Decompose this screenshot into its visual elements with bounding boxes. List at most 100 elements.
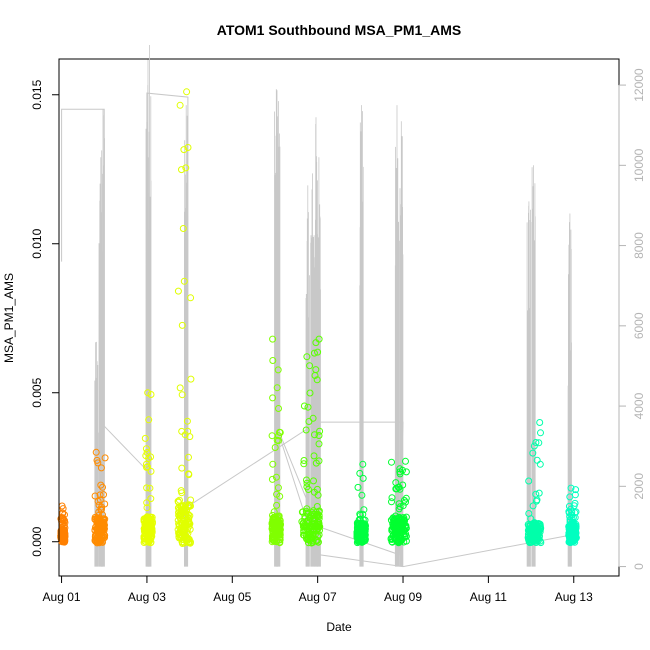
data-point bbox=[533, 524, 540, 532]
data-point bbox=[59, 517, 67, 524]
secondary-spike bbox=[394, 105, 399, 567]
y-tick-label: 0.000 bbox=[30, 526, 44, 556]
data-point bbox=[395, 538, 403, 546]
data-point bbox=[178, 427, 186, 435]
data-point bbox=[276, 428, 283, 436]
data-point bbox=[147, 495, 155, 503]
series-group bbox=[298, 335, 324, 547]
data-point bbox=[276, 531, 284, 539]
data-point bbox=[100, 515, 108, 523]
data-point bbox=[395, 483, 403, 491]
x-tick-label: Aug 05 bbox=[213, 590, 251, 604]
data-point bbox=[268, 538, 276, 546]
data-point bbox=[354, 538, 362, 546]
data-point bbox=[273, 501, 281, 509]
data-point bbox=[389, 526, 397, 533]
data-point bbox=[183, 417, 191, 425]
data-point bbox=[356, 523, 364, 531]
data-point bbox=[147, 513, 155, 521]
data-point bbox=[530, 442, 538, 450]
data-point bbox=[359, 460, 367, 468]
data-point bbox=[143, 533, 151, 541]
data-point bbox=[61, 529, 69, 537]
x-tick-label: Aug 11 bbox=[470, 590, 507, 604]
data-point bbox=[400, 514, 408, 522]
data-point bbox=[185, 453, 192, 461]
data-point bbox=[274, 484, 282, 492]
y2-tick-label: 4000 bbox=[632, 392, 646, 419]
data-point bbox=[268, 475, 276, 483]
data-point bbox=[275, 432, 283, 440]
data-point bbox=[184, 144, 192, 151]
data-point bbox=[388, 538, 396, 546]
data-point bbox=[396, 465, 404, 473]
data-point bbox=[269, 530, 277, 538]
data-point bbox=[178, 489, 186, 497]
data-point bbox=[184, 427, 192, 435]
data-point bbox=[315, 515, 323, 523]
x-tick-label: Aug 03 bbox=[128, 590, 166, 604]
data-point bbox=[572, 527, 579, 534]
data-point bbox=[400, 496, 408, 504]
y-axis: 0.000 0.005 0.010 0.015 bbox=[30, 79, 60, 557]
data-point bbox=[147, 453, 155, 461]
data-point bbox=[390, 531, 398, 539]
data-point bbox=[187, 294, 195, 302]
data-point bbox=[358, 491, 366, 499]
y2-tick-label: 0 bbox=[632, 563, 646, 570]
data-point bbox=[402, 494, 410, 502]
data-point bbox=[311, 431, 318, 439]
data-point bbox=[99, 483, 106, 491]
data-point bbox=[179, 225, 187, 232]
data-point bbox=[532, 539, 540, 546]
series-group bbox=[353, 460, 369, 547]
data-point bbox=[311, 372, 319, 379]
data-point bbox=[269, 357, 277, 364]
data-point bbox=[307, 533, 315, 541]
series-group bbox=[174, 88, 195, 547]
secondary-spike bbox=[531, 165, 536, 567]
data-point bbox=[525, 477, 533, 485]
data-point bbox=[272, 473, 280, 481]
data-point bbox=[400, 519, 408, 527]
data-point bbox=[96, 491, 104, 499]
data-point bbox=[178, 510, 185, 518]
data-point bbox=[393, 521, 401, 529]
secondary-spike bbox=[147, 45, 152, 567]
data-point bbox=[310, 477, 317, 485]
data-point bbox=[315, 432, 323, 439]
data-point bbox=[174, 504, 182, 512]
data-point bbox=[148, 529, 156, 537]
data-point bbox=[395, 513, 403, 521]
data-point bbox=[310, 514, 318, 521]
secondary-spike bbox=[526, 201, 531, 567]
data-point bbox=[143, 463, 150, 471]
data-point bbox=[566, 513, 574, 521]
data-point bbox=[315, 508, 323, 516]
data-point bbox=[185, 470, 193, 478]
data-point bbox=[94, 497, 102, 505]
data-point bbox=[310, 452, 318, 460]
y2-tick-label: 6000 bbox=[632, 312, 646, 339]
data-point bbox=[306, 389, 314, 397]
data-point bbox=[312, 339, 320, 347]
data-point bbox=[174, 287, 182, 295]
data-point bbox=[569, 537, 577, 544]
data-point bbox=[310, 349, 318, 357]
y-tick-label: 0.015 bbox=[30, 79, 44, 109]
data-point bbox=[276, 526, 284, 534]
y-tick-label: 0.005 bbox=[30, 377, 44, 407]
y2-tick-label: 10000 bbox=[632, 148, 646, 182]
x-axis: Aug 01 Aug 03 Aug 05 Aug 07 Aug 09 Aug 11 Aug … bbox=[43, 575, 593, 604]
y2-tick-label: 2000 bbox=[632, 473, 646, 500]
data-point bbox=[529, 449, 537, 457]
data-point bbox=[183, 88, 191, 96]
secondary-spike bbox=[567, 213, 572, 567]
data-point bbox=[142, 445, 150, 453]
data-point bbox=[95, 536, 103, 544]
data-point bbox=[182, 532, 190, 540]
data-point bbox=[94, 459, 102, 467]
data-point bbox=[527, 538, 535, 546]
data-point bbox=[304, 486, 312, 493]
